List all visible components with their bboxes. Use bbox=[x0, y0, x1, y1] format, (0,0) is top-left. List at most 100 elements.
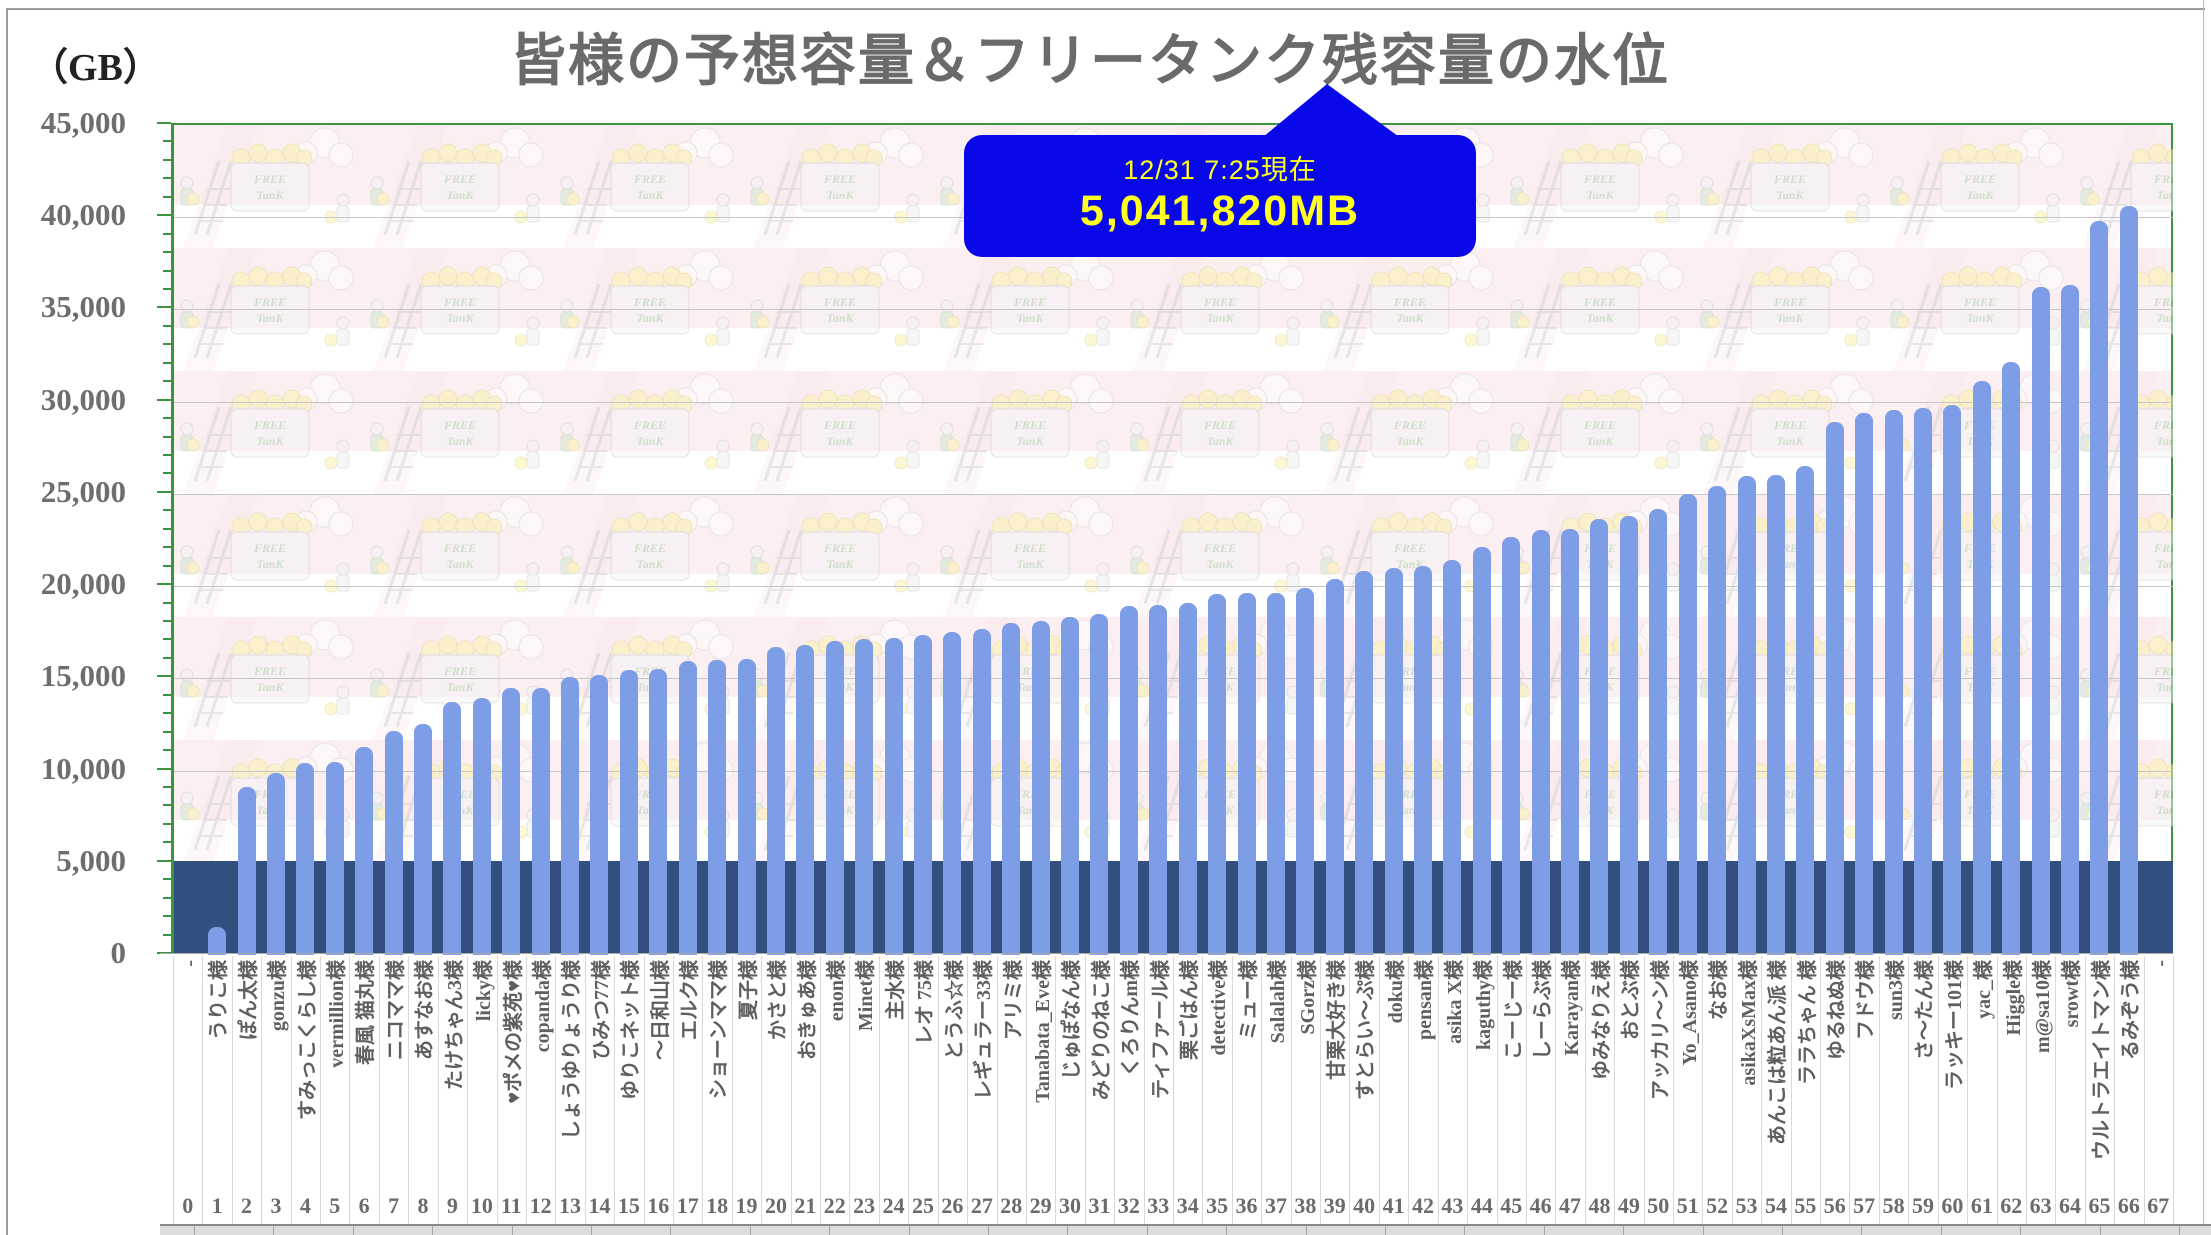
svg-text:FREE: FREE bbox=[1773, 295, 1806, 309]
svg-text:TanK: TanK bbox=[257, 188, 285, 202]
svg-text:TanK: TanK bbox=[827, 434, 855, 448]
watermark-tile: FREE TanK bbox=[743, 371, 933, 494]
svg-text:FREE: FREE bbox=[823, 295, 856, 309]
svg-text:TanK: TanK bbox=[447, 680, 475, 694]
x-name-text: gonzu様 bbox=[267, 960, 290, 1032]
svg-text:TanK: TanK bbox=[447, 557, 475, 571]
column-separator bbox=[2055, 956, 2057, 1224]
x-name-text: yac_様 bbox=[1973, 960, 1996, 1019]
x-name-text: おとぶ様 bbox=[1620, 960, 1643, 1040]
bar-SGorz様 bbox=[1296, 587, 1315, 955]
svg-text:TanK: TanK bbox=[1587, 434, 1615, 448]
x-name-text: とうふ☆様 bbox=[943, 960, 966, 1060]
x-name-label: detective様 bbox=[1202, 958, 1231, 1186]
callout-timestamp: 12/31 7:25現在 bbox=[1123, 155, 1317, 185]
y-major-tick bbox=[157, 214, 171, 217]
x-index-label: 51 bbox=[1676, 1193, 1699, 1218]
x-name-label: vermillion様 bbox=[320, 958, 349, 1186]
bar-すとらい〜ぷ様 bbox=[1355, 571, 1374, 955]
svg-text:TanK: TanK bbox=[447, 311, 475, 325]
column-separator bbox=[408, 956, 410, 1224]
x-index-label: 4 bbox=[299, 1193, 311, 1218]
y-minor-tick bbox=[163, 601, 171, 604]
x-name-label: copanda様 bbox=[526, 958, 555, 1186]
column-separator bbox=[1025, 956, 1027, 1224]
watermark-tile: FREE TanK bbox=[933, 371, 1123, 494]
x-name-text: たけちゃん3様 bbox=[443, 960, 466, 1090]
x-name-text: Yo_Asano様 bbox=[1679, 960, 1701, 1066]
bar-〜日和山様 bbox=[649, 669, 668, 955]
column-separator bbox=[643, 956, 645, 1224]
column-separator bbox=[584, 956, 586, 1224]
bar-あんこは粒あん派 様 bbox=[1766, 475, 1785, 955]
x-name-text: srowt様 bbox=[2061, 960, 2084, 1028]
y-minor-tick bbox=[163, 417, 171, 420]
y-minor-tick bbox=[163, 878, 171, 881]
svg-text:FREE: FREE bbox=[443, 664, 476, 678]
bar-licky様 bbox=[472, 697, 491, 955]
bar-Salalah様 bbox=[1266, 593, 1285, 955]
y-minor-tick bbox=[163, 288, 171, 290]
y-minor-tick bbox=[163, 749, 171, 752]
x-name-text: - bbox=[179, 960, 201, 967]
column-separator bbox=[908, 956, 910, 1224]
column-separator bbox=[467, 956, 469, 1224]
svg-text:TanK: TanK bbox=[1397, 434, 1425, 448]
svg-text:TanK: TanK bbox=[257, 434, 285, 448]
y-tick-label: 0 bbox=[110, 935, 127, 970]
x-name-text: kaguthy様 bbox=[1473, 960, 1496, 1051]
bar-ララちゃん 様 bbox=[1796, 466, 1815, 955]
x-index-label: 47 bbox=[1559, 1193, 1582, 1218]
column-separator bbox=[1173, 956, 1174, 1224]
x-index-label: 66 bbox=[2117, 1193, 2140, 1218]
svg-text:FREE: FREE bbox=[253, 418, 286, 432]
bar-栗ごはん様 bbox=[1178, 602, 1197, 955]
x-index-label: 14 bbox=[588, 1193, 611, 1218]
x-name-label: Minet様 bbox=[849, 958, 878, 1186]
svg-text:FREE: FREE bbox=[1013, 295, 1046, 309]
x-name-text: - bbox=[2149, 960, 2172, 967]
watermark-tile: FREE TanK bbox=[1313, 371, 1503, 494]
column-separator bbox=[1673, 956, 1674, 1224]
strip-separator bbox=[988, 1226, 989, 1235]
x-index-label: 1 bbox=[211, 1193, 223, 1218]
column-separator bbox=[1643, 956, 1645, 1224]
column-separator bbox=[996, 956, 998, 1224]
strip-separator bbox=[1861, 1226, 1863, 1235]
column-separator bbox=[1761, 956, 1763, 1224]
column-separator bbox=[1937, 956, 1939, 1224]
x-name-text: ♥ポメの紫苑♥様 bbox=[502, 960, 525, 1104]
watermark-tile: FREE TanK bbox=[743, 494, 933, 617]
x-index-label: 45 bbox=[1500, 1193, 1523, 1218]
column-separator bbox=[1143, 956, 1145, 1224]
svg-text:FREE: FREE bbox=[823, 541, 856, 555]
svg-text:TanK: TanK bbox=[827, 557, 855, 571]
bar-vermillion様 bbox=[325, 762, 344, 955]
x-name-label: ララちゃん 様 bbox=[1791, 958, 1820, 1186]
x-name-text: SGorz様 bbox=[1296, 960, 1319, 1035]
strip-separator bbox=[2179, 1226, 2180, 1235]
strip-separator bbox=[511, 1226, 513, 1235]
svg-text:TanK: TanK bbox=[257, 311, 285, 325]
callout[interactable]: 12/31 7:25現在 5,041,820MB bbox=[964, 135, 1476, 257]
x-index-label: 3 bbox=[270, 1193, 282, 1218]
x-name-text: アッカリ〜ン様 bbox=[1649, 960, 1672, 1100]
svg-text:TanK: TanK bbox=[2157, 188, 2173, 202]
x-index-label: 29 bbox=[1029, 1193, 1052, 1218]
strip-separator bbox=[1146, 1226, 1148, 1235]
x-index-label: 63 bbox=[2029, 1193, 2052, 1218]
column-separator bbox=[1231, 956, 1233, 1224]
bar-主水様 bbox=[884, 637, 903, 955]
strip-separator bbox=[829, 1226, 831, 1235]
x-name-label: licky様 bbox=[467, 958, 496, 1186]
column-separator bbox=[1496, 956, 1498, 1224]
x-index-label: 12 bbox=[529, 1193, 552, 1218]
column-separator bbox=[202, 956, 204, 1224]
bar-gonzu様 bbox=[266, 773, 285, 955]
x-name-text: じゅぽなん様 bbox=[1061, 960, 1084, 1080]
y-tick-label: 35,000 bbox=[40, 289, 126, 325]
watermark-tile: FREE TanK bbox=[363, 494, 553, 617]
x-name-text: Tanabata_Eve様 bbox=[1031, 960, 1054, 1103]
column-separator bbox=[1437, 956, 1439, 1224]
bar-くろりんm様 bbox=[1119, 606, 1138, 955]
